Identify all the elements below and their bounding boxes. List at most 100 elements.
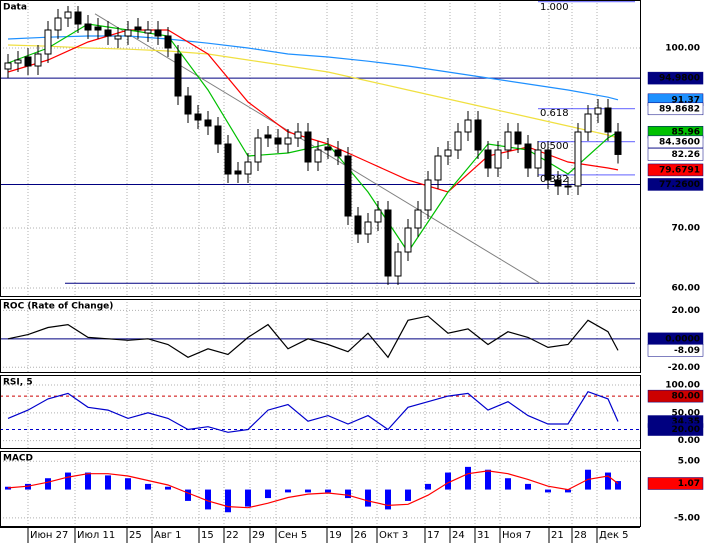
price-tag-box <box>647 178 704 191</box>
candle-body <box>134 26 142 31</box>
bar <box>615 481 621 490</box>
candle-body <box>274 137 282 145</box>
price-tag: 0.0000 <box>665 334 700 344</box>
candle-body <box>344 155 352 217</box>
bar <box>145 483 151 490</box>
bar <box>285 489 291 493</box>
bar <box>445 472 451 490</box>
bar <box>205 489 211 510</box>
bar <box>65 472 71 490</box>
bar <box>225 489 231 513</box>
candle-body <box>424 179 432 211</box>
price-tag: 94.9800 <box>659 74 700 84</box>
candle-body <box>314 149 322 163</box>
price-tag-box <box>647 71 704 85</box>
panel-title: ROC (Rate of Change) <box>3 302 113 312</box>
candle-body <box>504 131 512 151</box>
x-tick-label: 28 <box>574 530 587 541</box>
candle-body <box>584 113 592 133</box>
price-tag-box <box>647 477 704 490</box>
price-tag-box <box>647 344 704 357</box>
y-tick-label: 60.00 <box>672 284 700 294</box>
candle-body <box>4 62 12 70</box>
candle-body <box>574 131 582 187</box>
candle-body <box>254 137 262 163</box>
fib-label: 0.618 <box>540 108 569 119</box>
candle-body <box>244 161 252 175</box>
panel-frame <box>0 0 641 297</box>
x-tick-label: 31 <box>477 530 490 541</box>
bar <box>245 489 251 507</box>
candle-body <box>264 134 272 139</box>
bar <box>545 489 551 493</box>
price-tag: 85.96 <box>672 128 700 138</box>
candle-body <box>324 146 332 151</box>
y-tick-label: 100.00 <box>665 44 700 54</box>
panel-title: Data <box>3 3 27 13</box>
bar <box>85 472 91 490</box>
candle-body <box>154 29 162 37</box>
y-tick-label: 0.00 <box>678 436 700 446</box>
candle-body <box>24 56 32 67</box>
x-tick-label: 29 <box>252 530 265 541</box>
candle-body <box>364 221 372 235</box>
price-tag: 34.35 <box>672 417 700 427</box>
y-tick-label: 100.00 <box>665 381 700 391</box>
x-tick-label: Июн 27 <box>30 530 68 541</box>
x-tick-label: 21 <box>551 530 564 541</box>
x-tick-label: 24 <box>452 530 465 541</box>
series-line <box>7 390 619 433</box>
y-tick-label: -5.00 <box>674 513 700 523</box>
bar <box>565 489 571 493</box>
panel: 1.000 0.618 0.500 0.382 <box>0 0 640 297</box>
panel-frame <box>0 451 641 527</box>
candle-body <box>84 23 92 31</box>
candle-body <box>454 131 462 151</box>
candle-body <box>94 26 102 31</box>
fib-label: 0.382 <box>540 174 569 185</box>
price-tag: 91.37 <box>672 95 700 105</box>
panel-frame <box>0 299 641 373</box>
bar <box>125 478 131 490</box>
price-tag-box <box>647 389 704 403</box>
bar <box>5 486 11 490</box>
x-tick-label: 17 <box>427 530 440 541</box>
candle-body <box>144 29 152 34</box>
candle-body <box>54 17 62 31</box>
candle-body <box>404 227 412 253</box>
price-tag-box <box>647 163 704 177</box>
series-line <box>7 470 619 509</box>
x-tick-label: Июл 11 <box>77 530 115 541</box>
candle-body <box>474 119 482 151</box>
panel-title: MACD <box>3 454 33 464</box>
x-tick-label: 19 <box>329 530 342 541</box>
candle-body <box>204 119 212 127</box>
y-tick-label: 70.00 <box>672 224 700 234</box>
candle-body <box>164 35 172 49</box>
panel-title: RSI, 5 <box>3 378 33 388</box>
candle-body <box>334 149 342 157</box>
candle-body <box>234 170 242 175</box>
candle-body <box>374 209 382 223</box>
bar <box>305 489 311 493</box>
candle-body <box>184 95 192 115</box>
bar <box>425 483 431 490</box>
bar <box>365 489 371 507</box>
candle-body <box>434 155 442 181</box>
candle-body <box>124 29 132 37</box>
bar <box>485 469 491 490</box>
candle-body <box>34 53 42 67</box>
panel <box>0 299 640 373</box>
bar <box>405 489 411 501</box>
candle-body <box>304 131 312 163</box>
candle-body <box>354 215 362 235</box>
x-tick-label: 15 <box>201 530 214 541</box>
bar <box>385 489 391 510</box>
panel <box>0 375 640 449</box>
candle-body <box>524 143 532 169</box>
bar <box>265 489 271 499</box>
series-line <box>7 44 619 139</box>
bar <box>345 489 351 499</box>
bar <box>105 475 111 490</box>
